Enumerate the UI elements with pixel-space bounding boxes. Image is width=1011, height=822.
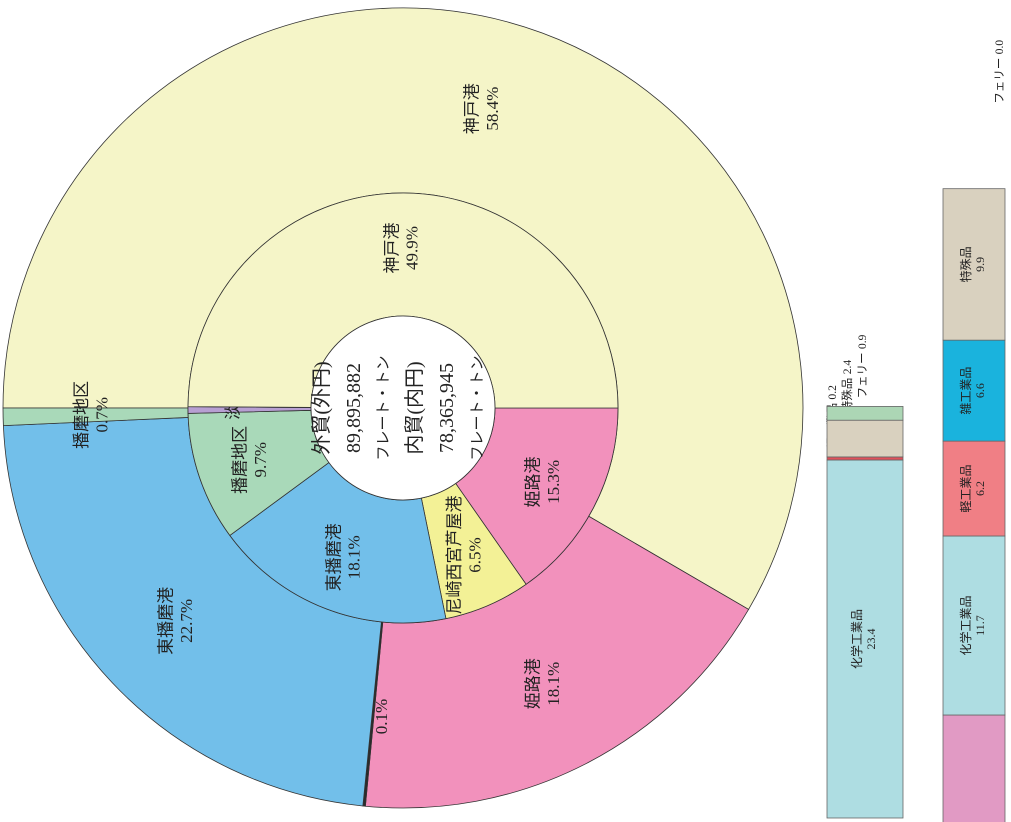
bar-label-line: 9.9 bbox=[973, 257, 987, 272]
center-label: 外貿(外円) bbox=[310, 361, 333, 454]
bar-segment bbox=[942, 440, 1006, 537]
center-label-line: 78,365,945 bbox=[436, 363, 458, 453]
slice-label: 尼崎西宮芦屋港6.5% bbox=[445, 496, 484, 615]
bar-segment bbox=[826, 419, 904, 458]
slice-label-line: 東播磨港 bbox=[324, 523, 343, 591]
center-label-line: 外貿(外円) bbox=[310, 361, 333, 454]
bar-label: 化学工業品11.7 bbox=[958, 595, 987, 655]
slice-label-line: 15.3% bbox=[544, 460, 563, 504]
center-label: フレート・トン bbox=[376, 355, 392, 460]
bar-label: 特殊品9.9 bbox=[958, 246, 987, 282]
bar-label-line: 6.6 bbox=[973, 383, 987, 398]
center-hole bbox=[310, 315, 496, 501]
slice-label: 東播磨港22.7% bbox=[156, 587, 195, 655]
center-label-line: フレート・トン bbox=[470, 355, 486, 460]
bar-segment bbox=[826, 406, 904, 421]
slice-label: 姫路港18.1% bbox=[523, 658, 562, 709]
bar-label: フェリー 0.9 bbox=[857, 334, 869, 398]
center-label: 89,895,882 bbox=[343, 363, 365, 453]
slice-label-line: 神戸港 bbox=[463, 83, 482, 134]
bar-label-value: 0.0 bbox=[994, 40, 1006, 55]
slice-label: 播磨地区9.7% bbox=[230, 426, 269, 494]
slice-label-line: 58.4% bbox=[483, 87, 502, 131]
slice-label: 東播磨港18.1% bbox=[324, 523, 363, 591]
slice-label: 播磨地区0.7% bbox=[72, 381, 111, 449]
bar-label: 化学工業品23.4 bbox=[849, 609, 878, 669]
bar-label-line: 特殊品 bbox=[958, 246, 973, 282]
slice-label-line: 尼崎西宮芦屋港 bbox=[445, 496, 464, 615]
bar-label-line: 化学工業品 bbox=[849, 609, 864, 669]
center-label-line: 89,895,882 bbox=[343, 363, 365, 453]
slice-label: 姫路港15.3% bbox=[524, 456, 563, 507]
bar-label-line: 軽工業品 bbox=[959, 465, 973, 513]
bar-label-name: 特殊品 bbox=[840, 378, 854, 413]
bar-label-line: 11.7 bbox=[973, 615, 987, 636]
slice-label-line: 6.5% bbox=[465, 537, 484, 572]
bar-segment bbox=[942, 188, 1006, 341]
bar-label-line: 化学工業品 bbox=[958, 595, 973, 655]
center-label: 内貿(内円) bbox=[403, 361, 426, 454]
bar-label: 雑工業品6.6 bbox=[958, 367, 987, 415]
bar-label-name: フェリー bbox=[857, 352, 869, 398]
bar-label-name: フェリー bbox=[994, 58, 1006, 104]
bar-label-value: 0.2 bbox=[827, 385, 839, 400]
bar-label-line: 6.2 bbox=[973, 481, 987, 496]
center-label-line: フレート・トン bbox=[376, 355, 392, 460]
slice-label-line: 播磨地区 bbox=[72, 381, 91, 449]
bar-label: 軽工業品6.2 bbox=[959, 465, 987, 513]
center-label-line: 内貿(内円) bbox=[403, 361, 426, 454]
center-label: 78,365,945 bbox=[436, 363, 458, 453]
slice-label-line: 姫路港 bbox=[523, 658, 542, 709]
slice-label-line: 18.1% bbox=[544, 662, 563, 706]
bar-label-value: 2.4 bbox=[842, 360, 854, 375]
bar-segment bbox=[826, 456, 904, 461]
slice-label-line: 姫路港 bbox=[524, 456, 543, 507]
bar-segment bbox=[826, 459, 904, 819]
bar-extra-segment bbox=[942, 714, 1006, 822]
center-label: フレート・トン bbox=[470, 355, 486, 460]
slice-label-line: 18.1% bbox=[345, 535, 364, 579]
slice-label: 神戸港49.9% bbox=[382, 223, 421, 274]
slice-label: 神戸港58.4% bbox=[463, 83, 502, 134]
bar-label-line: 雑工業品 bbox=[958, 367, 973, 415]
bar-segment bbox=[942, 339, 1006, 442]
slice-label-line: 49.9% bbox=[403, 226, 422, 270]
bar-label: 特殊品 2.4 bbox=[840, 360, 854, 413]
bar-label-value: 0.9 bbox=[857, 334, 869, 349]
slice-label-line: 9.7% bbox=[251, 442, 270, 477]
slice-label-line: 22.7% bbox=[177, 599, 196, 643]
slice-label-line: 神戸港 bbox=[382, 223, 401, 274]
slice-label-line: 播磨地区 bbox=[230, 426, 249, 494]
slice-label-line: 東播磨港 bbox=[156, 587, 175, 655]
bar-segment bbox=[942, 535, 1006, 716]
bar-label-line: 23.4 bbox=[864, 628, 878, 649]
slice-label-line: 0.1% bbox=[372, 699, 391, 734]
bar-label: フェリー 0.0 bbox=[994, 40, 1006, 104]
slice-label-line: 0.7% bbox=[92, 397, 111, 432]
